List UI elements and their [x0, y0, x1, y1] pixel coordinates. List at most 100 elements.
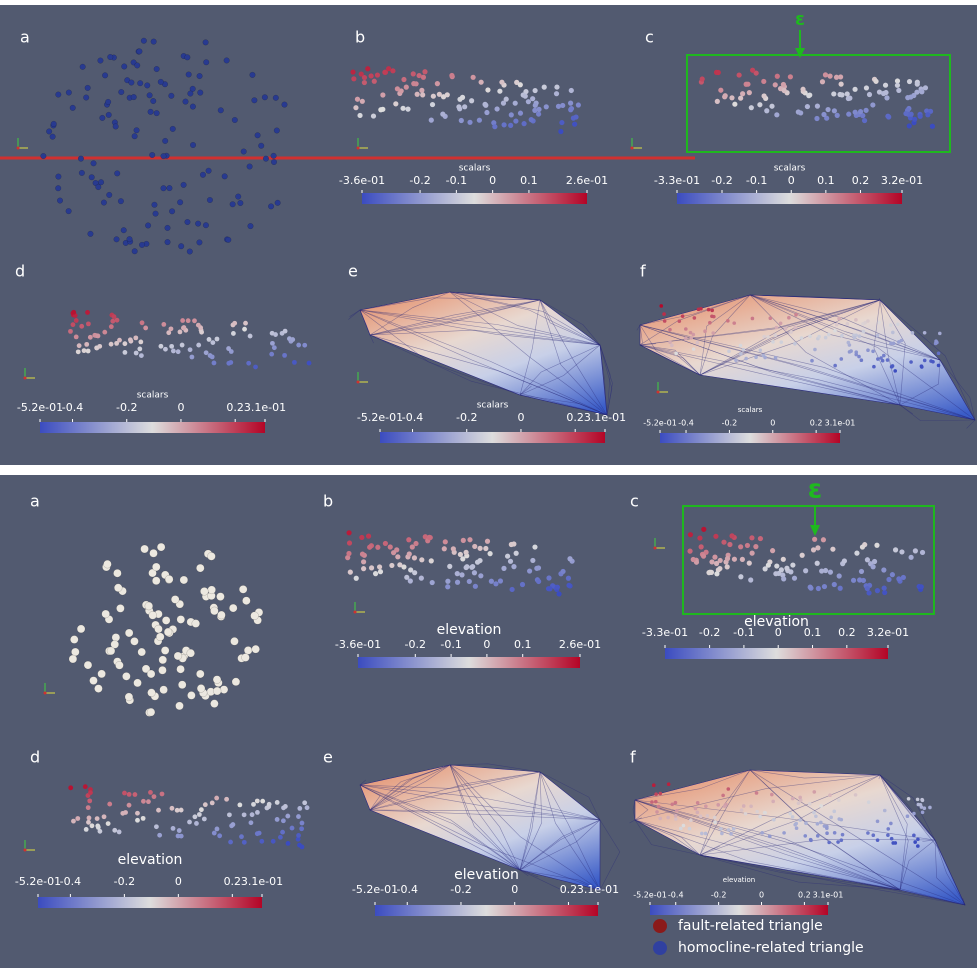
point: [827, 840, 831, 845]
point: [159, 685, 168, 695]
point: [717, 557, 723, 564]
mesh-edge: [519, 771, 541, 871]
legend-swatch: [653, 919, 667, 933]
point: [683, 336, 688, 341]
mesh-edge: [359, 771, 541, 789]
point: [532, 544, 538, 550]
point: [920, 798, 925, 803]
point: [235, 193, 242, 200]
point: [861, 117, 868, 124]
point: [179, 342, 185, 348]
point: [411, 555, 418, 561]
point: [922, 85, 929, 91]
point: [107, 53, 114, 61]
mesh-edge: [349, 309, 361, 317]
point: [780, 556, 786, 562]
point: [772, 817, 776, 822]
mesh-edge: [749, 769, 901, 891]
mesh-edge: [699, 845, 720, 856]
mesh-edge: [634, 819, 701, 856]
point: [736, 72, 742, 78]
point: [513, 118, 519, 124]
point: [75, 349, 81, 355]
mesh-edge: [599, 344, 608, 416]
point: [420, 74, 427, 80]
point: [285, 813, 291, 819]
point: [691, 332, 696, 337]
point: [126, 791, 132, 797]
point: [146, 92, 153, 99]
point: [834, 112, 840, 118]
point: [894, 82, 901, 88]
point: [899, 549, 905, 555]
point: [905, 95, 911, 101]
point: [746, 90, 752, 96]
point: [908, 554, 914, 560]
point: [180, 181, 187, 188]
point: [251, 644, 260, 654]
colorbar-title: elevation: [723, 876, 755, 884]
colorbar-tick-label: -0.1: [446, 174, 467, 187]
point: [367, 544, 373, 550]
point: [512, 100, 518, 106]
point: [200, 587, 209, 596]
point: [377, 569, 384, 575]
point: [202, 802, 208, 808]
point: [820, 537, 827, 543]
point: [866, 348, 870, 352]
point: [251, 801, 256, 807]
point: [896, 322, 900, 327]
point: [738, 343, 743, 348]
point: [40, 153, 47, 160]
point: [503, 96, 509, 102]
point: [196, 342, 202, 348]
mesh-edge: [639, 324, 901, 406]
point: [653, 799, 658, 804]
point: [302, 800, 308, 806]
colorbar-title: elevation: [454, 867, 519, 883]
point: [871, 833, 876, 838]
surface: [359, 291, 608, 416]
point: [521, 121, 527, 127]
point: [854, 352, 859, 357]
point: [270, 340, 275, 346]
point: [757, 535, 764, 542]
point: [237, 802, 243, 808]
point: [527, 568, 533, 574]
point: [230, 331, 236, 336]
mesh-edge: [699, 294, 751, 376]
point: [454, 571, 460, 577]
point: [123, 810, 128, 815]
point: [137, 80, 144, 87]
point: [714, 98, 720, 104]
mesh-edge: [599, 344, 613, 416]
point: [857, 577, 863, 583]
point: [837, 585, 843, 591]
point: [445, 578, 451, 584]
point: [532, 102, 538, 108]
point: [748, 577, 754, 583]
point: [169, 208, 176, 215]
point: [463, 549, 469, 555]
point: [114, 317, 120, 323]
mesh-edge: [699, 299, 881, 376]
point: [180, 318, 186, 323]
point: [721, 539, 727, 545]
epsilon-arrowhead: [795, 48, 805, 58]
point: [94, 816, 100, 822]
point: [815, 834, 820, 838]
mesh-edge: [539, 771, 601, 891]
colorbar-tick-label: -0.1: [440, 638, 461, 651]
point: [727, 541, 733, 548]
point: [462, 104, 468, 110]
mesh-edge: [599, 344, 611, 416]
colorbar-tick-label: -0.2: [456, 411, 477, 424]
mesh-edge: [899, 404, 976, 422]
axis-triad: [356, 146, 360, 150]
point: [541, 84, 547, 90]
colorbar-tick-label: 2.6e-01: [566, 174, 608, 187]
point: [668, 340, 672, 344]
point: [163, 627, 173, 637]
point: [140, 815, 146, 821]
point: [877, 320, 881, 325]
